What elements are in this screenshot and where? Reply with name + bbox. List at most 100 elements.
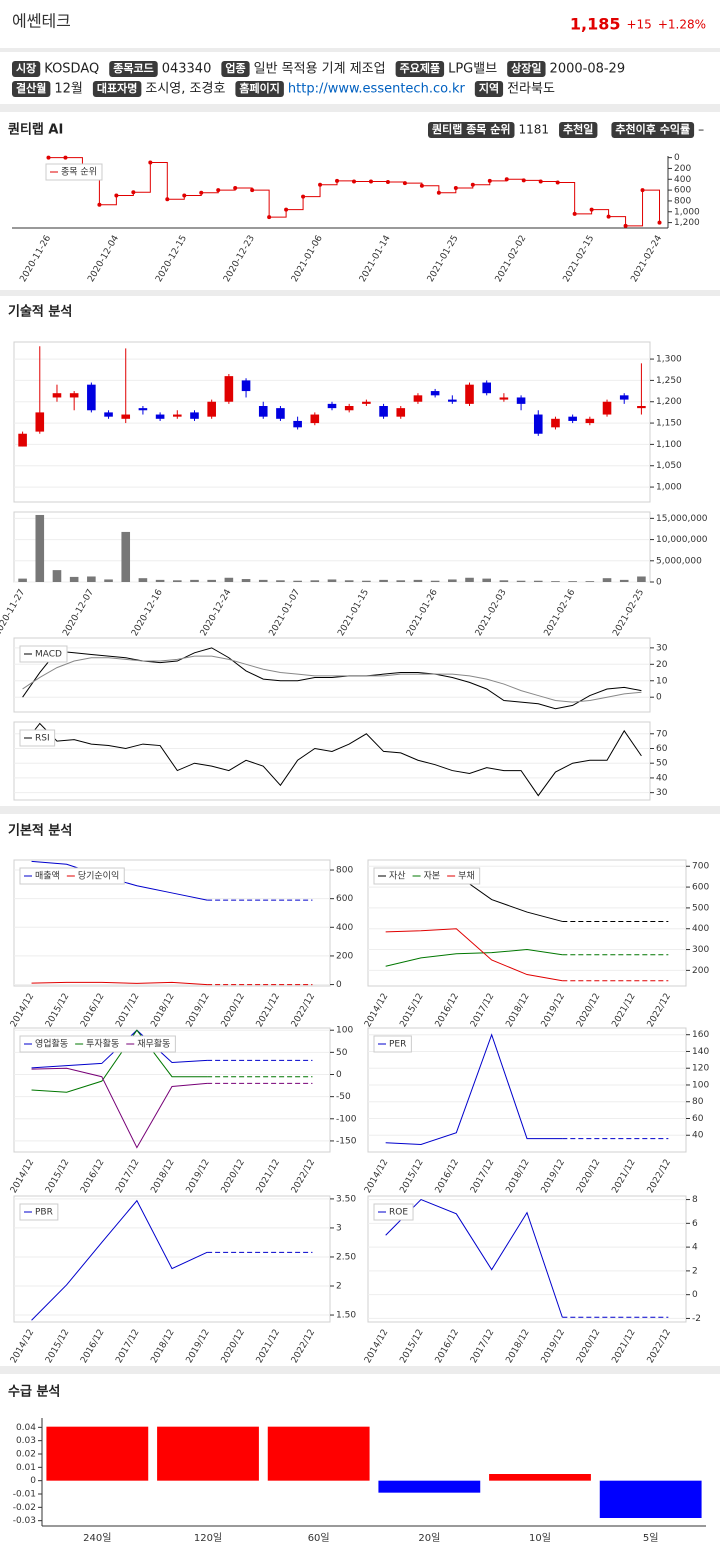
rank-point [284,207,289,212]
y-tick-label: 80 [692,1097,704,1107]
y-tick-label: 0 [30,1476,36,1486]
badge [428,122,515,138]
legend-label: MACD [35,650,62,660]
series-line [22,647,642,710]
badge-label: 종목코드 [113,62,153,75]
price: 1,185 [570,15,621,34]
y-tick-label: 20 [656,660,668,670]
y-tick-label: 2.50 [336,1252,356,1262]
plot-frame [13,859,331,987]
y-tick-label: 100 [692,1080,709,1090]
y-tick-label: 0 [674,153,680,163]
x-tick-label: 120일 [194,1532,222,1544]
legend-box [19,1035,176,1053]
bar [207,579,216,582]
y-tick-label: 5,000,000 [656,556,702,566]
y-tick-label: 60 [692,1114,704,1124]
badge [235,81,284,97]
bar [310,580,320,582]
legend-label: ROE [389,1208,408,1218]
candle-body [18,433,27,447]
badge-label: 퀀티랩 종목 순위 [432,122,511,136]
bar [448,579,457,582]
candle-body [379,406,388,417]
y-tick-label: 1,000 [674,207,700,217]
candle-body [551,418,560,428]
candle-body [293,420,302,428]
candle-body [585,418,595,424]
info-value: 2000-08-29 [550,62,626,77]
candle-body [241,380,251,392]
bar [533,580,543,582]
y-tick-label: 50 [336,1048,348,1058]
rank-point [182,193,187,198]
candle-body [87,384,96,411]
rank-point [606,214,611,219]
rank-point [470,182,475,187]
rank-point [589,207,594,212]
rank-point [385,179,390,184]
y-tick-label: 0 [336,980,342,990]
y-tick-label: 400 [674,175,691,185]
badge [507,61,546,77]
y-tick-label: 1,300 [656,355,682,365]
bar [344,580,354,582]
rank-point [114,193,119,198]
y-tick-label: 30 [656,788,668,798]
series-line [385,928,563,982]
y-tick-label: -0.01 [13,1490,36,1500]
y-tick-label: -100 [336,1114,357,1124]
badge-label: 홈페이지 [239,81,279,95]
candle-body [430,391,440,396]
y-tick-label: 800 [674,196,691,206]
badge [12,81,51,97]
legend-box [373,867,481,885]
badge-label: 시장 [16,61,36,75]
y-tick-label: -150 [336,1136,357,1146]
candle-body [310,414,320,424]
bar [87,576,96,582]
homepage-link[interactable]: http://www.essentech.co.kr [288,82,466,97]
rank-point [335,178,340,183]
candle-body [482,382,491,394]
y-tick-label: 300 [692,945,709,955]
quant-value: – [698,123,704,137]
bar [267,1426,370,1481]
bar [489,1474,591,1481]
rank-point [352,179,356,184]
series-line [385,1198,563,1318]
candle-body [499,397,509,400]
badge-label: 대표자명 [97,81,137,95]
y-tick-label: 1,050 [656,461,682,471]
fundamental-card [0,814,720,1366]
technical-card [0,296,720,806]
bar [276,580,285,582]
y-tick-label: 10,000,000 [656,535,708,545]
badge-label: 추천이후 수익률 [615,122,690,136]
bar [637,576,646,582]
legend-label: 영업활동 [35,1038,68,1050]
info-value: LPG밸브 [448,62,497,77]
bar [430,580,440,582]
y-tick-label: 70 [656,729,668,739]
candle-body [637,406,646,409]
series-line [31,1199,208,1321]
candle-body [568,416,577,421]
y-tick-label: 2 [336,1282,342,1292]
y-tick-label: 500 [692,903,709,913]
candle-body [276,408,285,419]
y-tick-label: 140 [692,1047,709,1057]
candle-body [344,406,354,411]
plot-frame [13,341,651,503]
y-tick-label: 15,000,000 [656,514,708,524]
y-tick-label: 0.04 [16,1423,36,1433]
rank-point [216,188,221,193]
plot-frame [367,1195,687,1323]
rank-point [487,178,492,183]
badge [92,81,142,97]
badge-label: 추천일 [563,122,593,136]
info-value: 일반 목적용 기계 제조업 [254,62,386,77]
y-tick-label: 1.50 [336,1311,356,1321]
series-line [22,655,642,703]
badge [559,122,598,138]
